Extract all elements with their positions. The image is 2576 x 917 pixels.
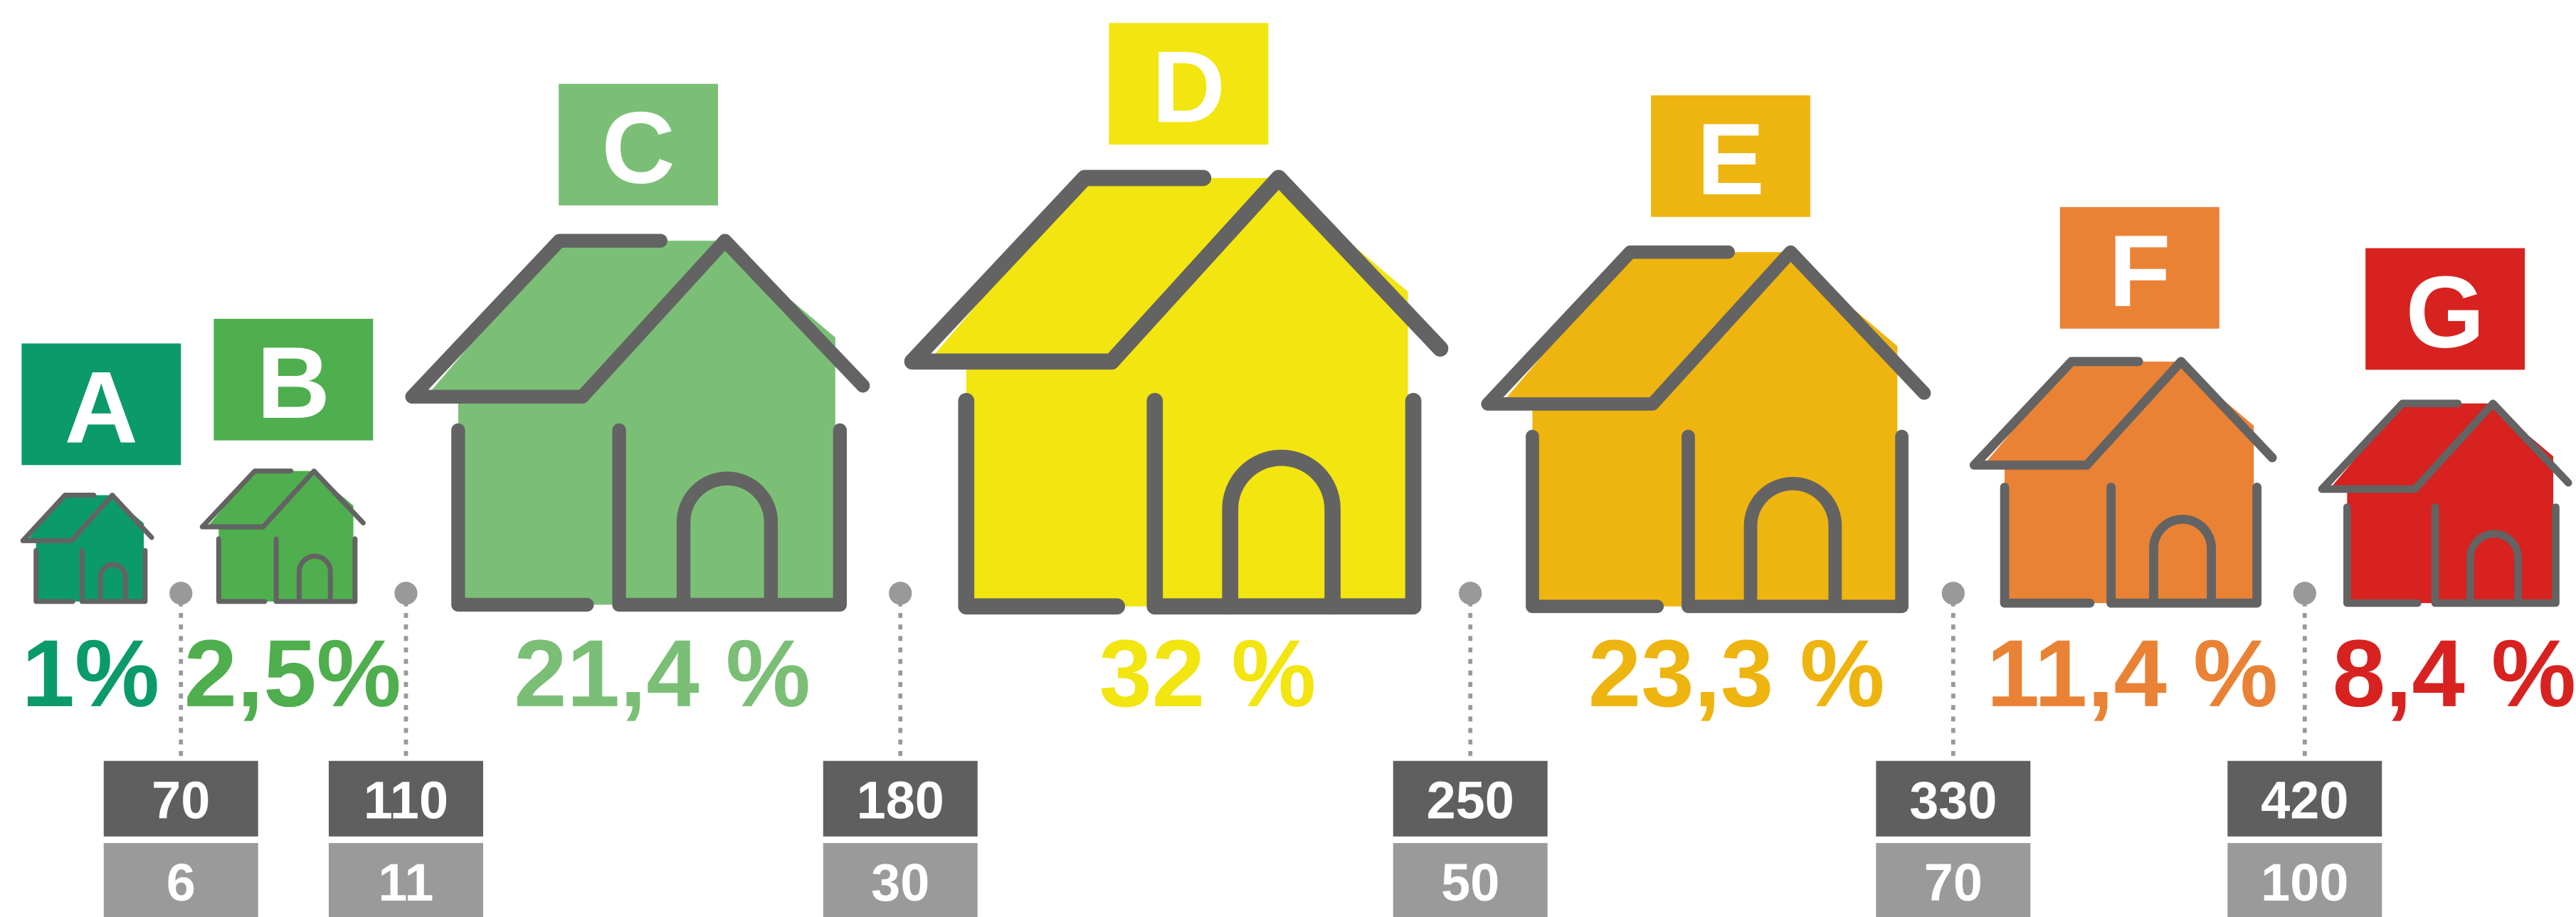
threshold-dot — [1942, 582, 1965, 604]
threshold-dot — [1459, 582, 1482, 604]
class-letter: G — [2405, 256, 2484, 370]
threshold-upper: 250 — [1427, 771, 1514, 830]
house — [1974, 362, 2272, 603]
threshold-dot — [394, 582, 417, 604]
class-letter: C — [601, 91, 675, 205]
threshold-upper: 70 — [152, 771, 210, 830]
threshold-lower: 11 — [378, 853, 433, 912]
class-percent: 23,3 % — [1588, 621, 1885, 727]
class-letter: D — [1152, 30, 1225, 144]
page: {"classes": [ {"letter": "A", "percent":… — [0, 0, 2576, 917]
threshold-lower: 50 — [1441, 853, 1499, 912]
threshold-lower: 30 — [871, 853, 929, 912]
threshold-upper: 110 — [364, 771, 448, 830]
threshold-lower: 6 — [167, 853, 196, 912]
class-percent: 32 % — [1099, 621, 1316, 727]
threshold-lower: 70 — [1924, 853, 1983, 912]
house — [2322, 404, 2568, 603]
class-letter: B — [257, 326, 330, 440]
class-percent: 21,4 % — [514, 621, 811, 727]
threshold-lower: 100 — [2261, 853, 2348, 912]
energy-infographic: A 1% B 2,5% C 21,4 % D 32 % E 23,3 % F 11,4 % G 8,4 %… — [0, 0, 2576, 917]
house — [412, 241, 862, 604]
class-percent: 8,4 % — [2333, 621, 2576, 727]
class-percent: 11,4 % — [1987, 621, 2278, 727]
threshold-dot — [2293, 582, 2316, 604]
threshold-dot — [889, 582, 912, 604]
threshold-upper: 420 — [2261, 771, 2348, 830]
class-letter: E — [1696, 103, 1764, 216]
house — [1488, 252, 1924, 607]
class-letter: A — [65, 350, 138, 464]
class-letter: F — [2108, 214, 2170, 328]
class-percent: 2,5% — [184, 621, 401, 727]
threshold-upper: 180 — [857, 771, 944, 830]
class-percent: 1% — [22, 621, 159, 727]
house — [23, 495, 152, 601]
house — [912, 178, 1440, 607]
house — [202, 471, 363, 602]
threshold-upper: 330 — [1909, 771, 1997, 830]
threshold-dot — [169, 582, 192, 604]
